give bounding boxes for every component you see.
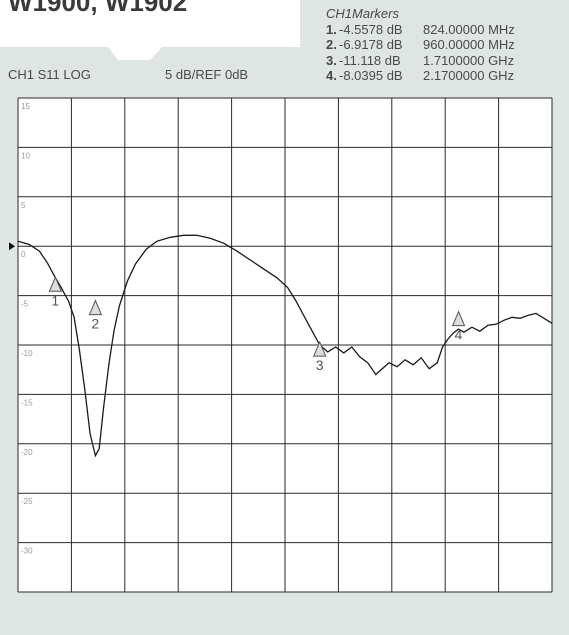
y-tick-label: -5 [21,300,29,309]
marker-frequency: 2.1700000 GHz [423,68,515,83]
y-tick-label: 10 [21,151,30,160]
page-title: W1900, W1902 [8,0,188,17]
marker-number: 3. [326,52,337,68]
bottom-tab-notch [208,610,396,635]
reference-level-arrow [9,242,15,251]
marker-frequency: 1.7100000 GHz [423,52,515,68]
scale-label: 5 dB/REF 0dB [165,67,249,82]
y-tick-label: 5 [21,201,26,210]
y-tick-label: 15 [21,102,30,111]
marker-db-value: -11.118 dB [339,52,401,68]
marker-frequency: 960.00000 MHz [423,37,515,52]
marker-db-value: -8.0395 dB [339,68,403,83]
y-tick-label: 0 [21,250,26,259]
y-tick-label: -15 [21,398,33,407]
marker-label: 3 [316,357,324,373]
marker-row: 4. -8.0395 dB 2.1700000 GHz [326,68,515,84]
s11-trace-line [17,234,553,458]
marker-triangle-icon [88,299,103,316]
marker-triangle-icon [312,340,327,357]
marker-db-value: -4.5578 dB [339,21,403,37]
marker-triangle-icon [48,275,63,292]
grid-lines [17,97,553,593]
marker-readout: CH1Markers 1. -4.5578 dB 824.00000 MHz 2… [326,6,515,84]
y-tick-label: -25 [21,497,33,506]
marker-label: 4 [455,327,463,343]
marker-number: 2. [326,37,337,52]
channel-label: CH1 S11 LOG [8,67,91,82]
y-tick-label: -20 [21,448,33,457]
marker-triangles: 1 2 3 4 [48,275,466,373]
marker-triangle-icon [451,310,466,327]
marker-number: 1. [326,21,337,37]
y-tick-labels: 15 10 5 0 -5 -10 -15 -20 -25 -30 [21,102,33,556]
marker-row: 1. -4.5578 dB 824.00000 MHz [326,22,515,38]
marker-label: 1 [51,292,59,308]
marker-row: 3. -11.118 dB 1.7100000 GHz [326,53,515,69]
marker-label: 2 [91,316,99,332]
marker-row: 2. -6.9178 dB 960.00000 MHz [326,37,515,53]
y-tick-label: -30 [21,547,33,556]
marker-db-value: -6.9178 dB [339,37,403,52]
marker-number: 4. [326,68,337,83]
y-tick-label: -10 [21,349,33,358]
marker-readout-title: CH1Markers [326,6,399,21]
marker-frequency: 824.00000 MHz [423,21,515,37]
